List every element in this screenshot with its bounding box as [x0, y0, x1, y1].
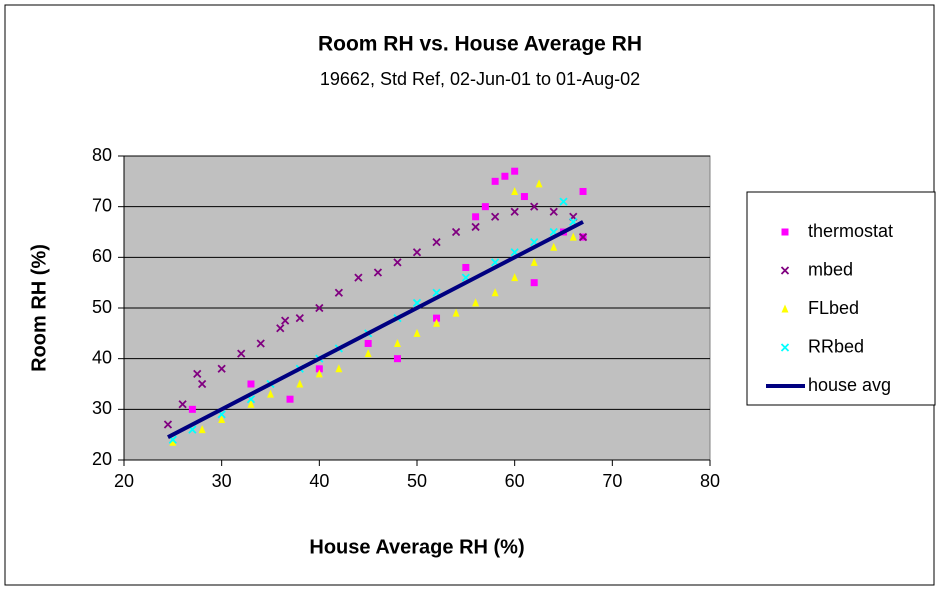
legend-swatch [781, 228, 789, 236]
legend-label: mbed [808, 259, 853, 279]
point [451, 227, 461, 237]
point [412, 248, 422, 257]
x-tick-label: 20 [114, 471, 134, 491]
point [296, 379, 304, 388]
point [510, 207, 519, 216]
point [569, 232, 577, 241]
legend-label: thermostat [808, 221, 893, 241]
chart-title: Room RH vs. House Average RH [318, 33, 642, 56]
x-tick-label: 80 [700, 471, 720, 491]
legend-swatch [780, 343, 790, 352]
y-tick-label: 40 [92, 347, 112, 367]
x-tick-label: 50 [407, 471, 427, 491]
point [433, 318, 441, 327]
point [578, 232, 588, 242]
point [295, 313, 304, 323]
point [237, 349, 246, 358]
point [163, 420, 173, 429]
point [491, 288, 499, 297]
x-tick-label: 60 [505, 471, 525, 491]
y-tick-label: 80 [92, 145, 112, 165]
point [413, 328, 421, 337]
y-tick-label: 70 [92, 195, 112, 215]
point [511, 273, 519, 282]
point [472, 298, 480, 307]
point [501, 172, 509, 180]
point [276, 324, 285, 333]
point [286, 395, 294, 403]
point [315, 369, 323, 378]
point [481, 203, 489, 211]
y-tick-label: 60 [92, 246, 112, 266]
point [334, 288, 344, 297]
point [198, 425, 206, 434]
point [373, 268, 383, 277]
point [511, 186, 519, 195]
point [549, 207, 558, 216]
legend: thermostat mbed FLbed RRbed house avg [746, 191, 936, 406]
y-tick-label: 30 [92, 398, 112, 418]
point [393, 355, 401, 363]
point [490, 212, 500, 221]
point [267, 389, 274, 398]
point [452, 308, 460, 317]
point [462, 263, 470, 271]
point [550, 242, 558, 251]
point [535, 179, 543, 188]
point [530, 257, 538, 266]
point [315, 365, 323, 373]
y-tick-label: 20 [92, 449, 112, 469]
point [247, 399, 255, 408]
y-tick-label: 50 [92, 297, 112, 317]
x-tick-label: 70 [602, 471, 622, 491]
point [315, 303, 324, 313]
point [511, 167, 519, 175]
point [520, 193, 528, 201]
point [169, 437, 177, 446]
point [256, 339, 265, 348]
point [354, 273, 363, 282]
point [491, 177, 499, 185]
point [178, 400, 187, 409]
legend-label: house avg [808, 375, 891, 395]
point [472, 213, 480, 221]
point [432, 237, 441, 247]
point [218, 414, 226, 423]
point [393, 338, 401, 347]
point [364, 349, 372, 358]
point [530, 202, 539, 211]
legend-label: FLbed [808, 298, 859, 318]
chart-subtitle: 19662, Std Ref, 02-Jun-01 to 01-Aug-02 [320, 69, 640, 89]
point [433, 314, 441, 322]
point [197, 379, 207, 389]
trend-line [167, 220, 584, 439]
point [281, 316, 290, 325]
legend-box [746, 191, 936, 406]
point [393, 258, 402, 267]
point [217, 364, 226, 373]
point [579, 187, 587, 195]
point [188, 405, 196, 413]
x-axis-label: House Average RH (%) [309, 536, 524, 558]
point [335, 364, 343, 373]
point [559, 197, 568, 206]
x-tick-label: 30 [212, 471, 232, 491]
legend-swatch [781, 304, 789, 313]
point [471, 222, 480, 232]
point [247, 380, 255, 388]
point [530, 279, 538, 287]
legend-swatch [780, 266, 790, 275]
y-axis-label: Room RH (%) [28, 244, 50, 372]
legend-label: RRbed [808, 336, 864, 356]
point [193, 369, 202, 379]
x-tick-label: 40 [309, 471, 329, 491]
point [364, 339, 372, 347]
